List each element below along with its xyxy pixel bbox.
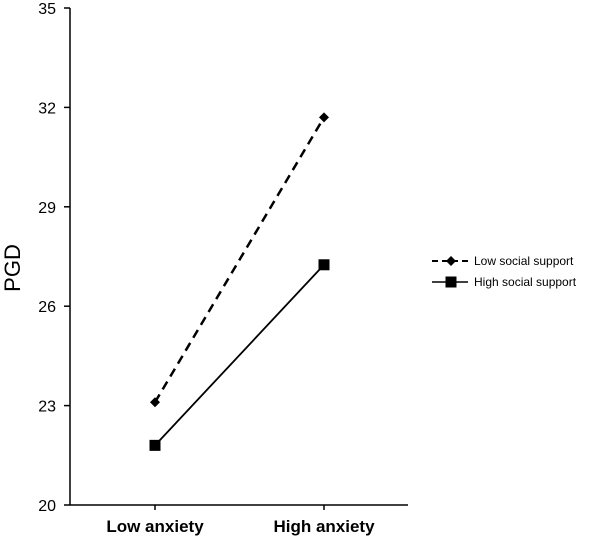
- x-tick-label: High anxiety: [273, 517, 375, 536]
- data-point: [150, 397, 160, 408]
- data-point: [149, 439, 161, 451]
- x-axis-ticks: Low anxiety High anxiety: [106, 505, 375, 536]
- legend: Low social support High social support: [432, 254, 577, 289]
- axes: [69, 8, 408, 506]
- y-axis-ticks: 20 23 26 29 32 35: [38, 1, 70, 515]
- y-tick-label: 35: [38, 1, 56, 18]
- legend-label: High social support: [474, 275, 577, 289]
- legend-item: High social support: [432, 275, 577, 289]
- y-axis-title: PGD: [0, 244, 25, 292]
- legend-marker: [445, 276, 457, 288]
- series-line: [154, 264, 325, 446]
- legend-item: Low social support: [432, 254, 574, 268]
- y-tick-label: 23: [38, 399, 56, 416]
- legend-marker: [446, 256, 456, 266]
- y-tick-label: 29: [38, 200, 56, 217]
- y-tick-label: 26: [38, 299, 56, 316]
- series-line: [153, 116, 326, 403]
- legend-label: Low social support: [474, 254, 574, 268]
- series-1: [150, 112, 329, 408]
- x-tick-label: Low anxiety: [106, 517, 204, 536]
- data-point: [319, 112, 329, 123]
- data-point: [318, 259, 330, 271]
- y-tick-label: 32: [38, 100, 56, 117]
- series-layer: [149, 112, 330, 451]
- series-2: [149, 259, 330, 451]
- y-tick-label: 20: [38, 498, 56, 515]
